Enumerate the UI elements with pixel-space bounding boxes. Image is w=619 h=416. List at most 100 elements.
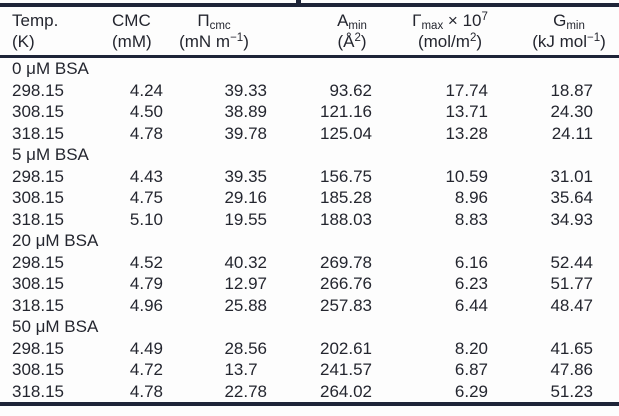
- group-header-row: 5 μM BSA: [0, 144, 619, 166]
- cell: 24.30: [550, 102, 593, 121]
- cell: 31.01: [550, 166, 593, 186]
- header-unit: (K): [12, 32, 35, 51]
- cell: 188.03: [320, 209, 372, 229]
- cell: 298.15: [12, 80, 64, 100]
- table-row: 318.15 5.10 19.55 188.03 8.83 34.93: [0, 209, 619, 231]
- cell: 156.75: [320, 166, 372, 186]
- header-symbol: CMC: [112, 11, 151, 30]
- cell: 13.70: [224, 360, 258, 379]
- cell: 318.15: [12, 295, 64, 315]
- thermodynamic-parameters-table: Temp. (K) CMC (mM) Πcmc (mN m−1) Amin (Å…: [0, 3, 619, 406]
- cell: 48.47: [550, 295, 593, 315]
- cell: 308.15: [12, 274, 64, 293]
- header-unit: (mN m−1): [179, 32, 249, 51]
- table-row: 308.15 4.79 12.97 266.76 6.23 51.77: [0, 273, 619, 295]
- cell: 4.96: [129, 295, 163, 315]
- cell: 6.87: [454, 360, 488, 379]
- cell: 241.57: [320, 360, 372, 379]
- cell: 93.62: [329, 80, 372, 100]
- cell: 308.15: [12, 188, 64, 207]
- table-row: 308.15 4.75 29.16 185.28 8.96 35.64: [0, 187, 619, 209]
- cell: 5.10: [129, 209, 163, 229]
- cell: 298.15: [12, 338, 64, 358]
- group-header-row: 0 μM BSA: [0, 57, 619, 80]
- cell: 4.49: [129, 338, 163, 358]
- cell: 298.15: [12, 252, 64, 272]
- cell: 6.23: [454, 274, 488, 293]
- cell: 39.33: [224, 80, 267, 100]
- cell: 4.72: [129, 360, 163, 379]
- cell: 318.15: [12, 209, 64, 229]
- cell: 13.71: [445, 102, 488, 121]
- group-label: 0 μM BSA: [12, 59, 89, 78]
- header-unit: (kJ mol−1): [532, 32, 606, 51]
- cell: 12.97: [224, 274, 267, 293]
- cell: 8.83: [454, 209, 488, 229]
- header-cell-pi-cmc: Πcmc (mN m−1): [172, 3, 274, 58]
- cell: 19.55: [224, 209, 267, 229]
- cell: 4.24: [129, 80, 163, 100]
- cell: 4.78: [129, 381, 163, 401]
- table-row: 308.15 4.72 13.70 241.57 6.87 47.86: [0, 359, 619, 381]
- cell: 269.78: [320, 252, 372, 272]
- header-unit: (mM): [112, 32, 152, 51]
- cell: 38.89: [224, 102, 267, 121]
- cell: 25.88: [224, 295, 267, 315]
- cell: 4.79: [129, 274, 163, 293]
- cell: 6.16: [454, 252, 488, 272]
- table-row: 298.15 4.52 40.32 269.78 6.16 52.44: [0, 252, 619, 274]
- header-unit: (Å2): [337, 32, 367, 51]
- cell: 6.44: [454, 295, 488, 315]
- cell: 10.59: [445, 166, 488, 186]
- header-cell-gamma-max: Γmax × 107 (mol/m2): [380, 3, 496, 58]
- cell: 4.75: [129, 188, 163, 207]
- table-row: 298.15 4.49 28.56 202.61 8.20 41.65: [0, 338, 619, 360]
- cell: 185.28: [320, 188, 372, 207]
- header-symbol: Γmax × 107: [412, 11, 488, 32]
- group-label: 20 μM BSA: [12, 231, 99, 250]
- cell: 17.74: [445, 80, 488, 100]
- cell: 298.15: [12, 166, 64, 186]
- cell: 35.64: [550, 188, 593, 207]
- header-cell-a-min: Amin (Å2): [274, 3, 380, 58]
- header-cell-cmc: CMC (mM): [112, 3, 172, 58]
- cell: 6.29: [454, 381, 488, 401]
- cell: 257.83: [320, 295, 372, 315]
- group-header-row: 50 μM BSA: [0, 316, 619, 338]
- table-row: 318.15 4.96 25.88 257.83 6.44 48.47: [0, 295, 619, 317]
- group-label: 5 μM BSA: [12, 145, 89, 164]
- table-row: 318.15 4.78 39.78 125.04 13.28 24.11: [0, 123, 619, 145]
- header-row: Temp. (K) CMC (mM) Πcmc (mN m−1) Amin (Å…: [0, 3, 619, 58]
- caption-remnant-mark: [296, 0, 301, 3]
- cell: 22.78: [224, 381, 267, 401]
- group-header-row: 20 μM BSA: [0, 230, 619, 252]
- header-symbol: Amin: [337, 11, 367, 32]
- header-unit: (mol/m2): [417, 32, 483, 51]
- cell: 41.65: [550, 338, 593, 358]
- header-symbol: Temp.: [12, 11, 59, 30]
- cell: 40.32: [224, 252, 267, 272]
- cell: 266.76: [320, 274, 372, 293]
- cell: 28.56: [224, 338, 267, 358]
- cell: 4.52: [129, 252, 163, 272]
- cell: 51.23: [550, 381, 593, 401]
- cell: 308.15: [12, 360, 64, 379]
- cell: 13.28: [445, 123, 488, 143]
- cell: 125.04: [320, 123, 372, 143]
- cell: 52.44: [550, 252, 593, 272]
- cell: 29.16: [224, 188, 267, 207]
- table-row: 308.15 4.50 38.89 121.16 13.71 24.30: [0, 101, 619, 123]
- cell: 8.96: [454, 188, 488, 207]
- cell: 39.35: [224, 166, 267, 186]
- cell: 318.15: [12, 123, 64, 143]
- header-symbol: Gmin: [553, 11, 585, 32]
- table-row: 298.15 4.24 39.33 93.62 17.74 18.87: [0, 80, 619, 102]
- cell: 202.61: [320, 338, 372, 358]
- cell: 264.02: [320, 381, 372, 401]
- cell: 51.77: [550, 274, 593, 293]
- cell: 24.11: [551, 123, 593, 143]
- header-symbol: Πcmc: [197, 11, 231, 32]
- header-cell-temp: Temp. (K): [0, 3, 112, 58]
- cell: 121.16: [320, 102, 372, 121]
